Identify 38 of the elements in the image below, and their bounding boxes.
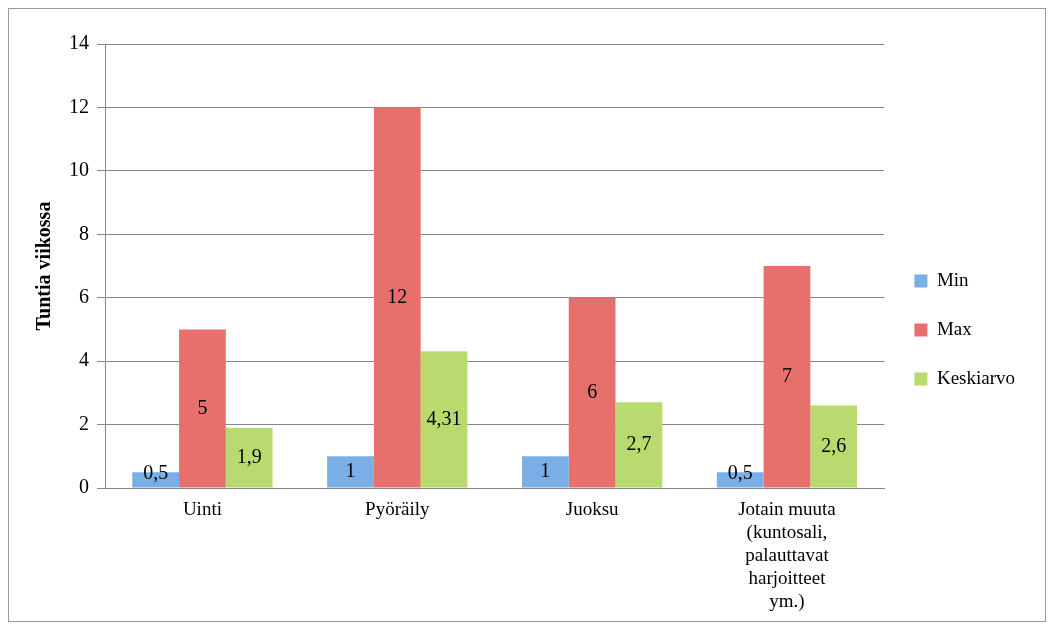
y-tick-label: 10	[69, 158, 89, 181]
bar	[615, 402, 663, 488]
data-label: 2,6	[821, 433, 847, 456]
data-label: 1	[345, 459, 356, 482]
bar	[521, 456, 569, 488]
bar	[225, 427, 273, 488]
bar	[763, 266, 811, 488]
x-tick-label: Jotain muuta (kuntosali, palauttavat harjoitteet ym.)	[738, 498, 837, 612]
data-label: 4,31	[426, 406, 462, 429]
y-tick-label: 0	[79, 475, 89, 498]
data-label: 2,7	[626, 432, 652, 455]
y-tick-label: 14	[69, 31, 89, 54]
y-tick-label: 8	[79, 221, 89, 244]
data-label: 12	[387, 284, 408, 307]
bar	[327, 456, 374, 488]
data-label: 0,5	[143, 460, 169, 483]
x-tick-label: Juoksu	[565, 498, 620, 520]
data-label: 6	[587, 379, 598, 402]
data-label: 1	[540, 459, 551, 482]
y-tick-label: 4	[79, 348, 89, 371]
bar	[810, 405, 858, 488]
y-axis-title: Tuntia viikossa	[32, 201, 55, 331]
bar	[373, 107, 421, 488]
legend-label: Min	[936, 268, 970, 290]
legend-label: Keskiarvo	[936, 366, 1016, 388]
data-label: 1,9	[236, 444, 262, 467]
data-label: 5	[197, 395, 208, 418]
bar	[179, 329, 226, 488]
legend-label: Max	[936, 317, 973, 339]
y-tick-label: 2	[79, 411, 89, 434]
bar	[420, 351, 468, 488]
data-label: 0,5	[727, 460, 753, 483]
bar	[568, 297, 616, 488]
x-tick-label: Uinti	[182, 498, 222, 520]
y-tick-label: 6	[79, 284, 89, 307]
y-tick-label: 12	[69, 94, 89, 117]
x-tick-label: Pyöräily	[365, 498, 430, 520]
data-label: 7	[781, 364, 792, 386]
